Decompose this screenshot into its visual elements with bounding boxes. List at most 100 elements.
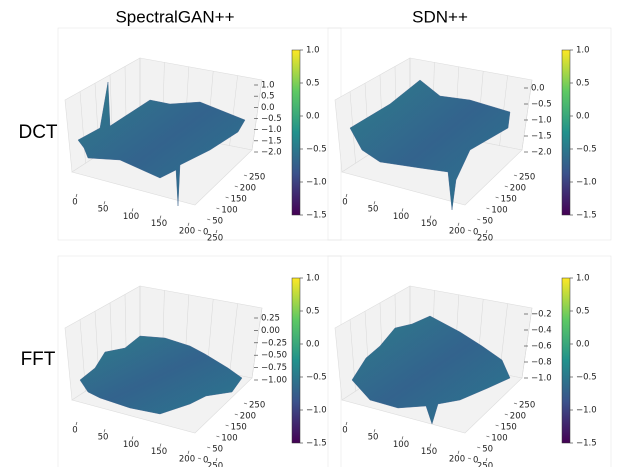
- colorbar-tick-label: 1.0: [576, 274, 590, 284]
- colorbar-tick-label: −0.5: [576, 145, 597, 155]
- y-tick: [513, 402, 518, 405]
- x-tick-label: 50: [98, 205, 109, 215]
- y-tick: [207, 218, 211, 221]
- x-tick: [215, 229, 218, 234]
- x-tick-label: 100: [393, 440, 409, 450]
- x-tick-label: 150: [421, 447, 437, 457]
- x-tick: [75, 193, 78, 198]
- column-title: SDN++: [412, 7, 468, 26]
- y-tick-label: 250: [519, 173, 535, 183]
- y-tick-label: 100: [491, 434, 507, 444]
- colorbar: [291, 49, 301, 216]
- x-tick-label: 50: [368, 205, 379, 215]
- z-tick-label: 0.0: [261, 103, 275, 113]
- x-tick: [485, 229, 488, 234]
- x-tick: [345, 421, 348, 426]
- y-tick-label: 50: [482, 217, 493, 227]
- y-tick-label: 0: [473, 456, 478, 466]
- x-tick: [187, 222, 190, 226]
- x-tick: [429, 443, 432, 447]
- colorbar-tick-label: 0.5: [576, 79, 590, 89]
- colorbar-tick-label: −1.0: [306, 178, 327, 188]
- z-tick-label: −1.5: [531, 132, 552, 142]
- x-tick: [401, 436, 404, 440]
- x-tick-label: 250: [207, 462, 223, 467]
- panel: 0501001502002500501001502002500.250.00−0…: [57, 255, 342, 467]
- z-tick-label: −1.00: [261, 376, 287, 386]
- x-tick-label: 0: [72, 426, 77, 436]
- z-tick-label: −1.5: [261, 136, 282, 146]
- y-tick-label: 50: [212, 217, 223, 227]
- y-tick-label: 200: [240, 184, 256, 194]
- x-tick-label: 200: [179, 454, 195, 464]
- colorbar-tick-label: −0.5: [306, 145, 327, 155]
- y-tick: [495, 196, 499, 199]
- x-tick-label: 0: [342, 426, 347, 436]
- y-tick-label: 150: [501, 423, 517, 433]
- y-tick: [504, 185, 508, 188]
- x-tick-label: 200: [449, 226, 465, 236]
- colorbar-tick-label: −1.5: [576, 439, 597, 449]
- y-tick: [243, 402, 248, 405]
- y-tick: [477, 446, 481, 449]
- y-tick-label: 100: [221, 434, 237, 444]
- y-tick: [486, 207, 490, 210]
- surface: [351, 315, 511, 425]
- x-tick: [75, 421, 78, 426]
- panel-frame: [327, 27, 612, 241]
- x-tick: [159, 215, 162, 219]
- colorbar-tick-label: 0.0: [576, 112, 590, 122]
- x-tick: [457, 222, 460, 226]
- x-tick-label: 150: [151, 447, 167, 457]
- panel: 050100150200250050100150200250−0.2−0.4−0…: [327, 255, 612, 467]
- colorbar-tick-label: 1.0: [306, 274, 320, 284]
- z-tick-label: −1.0: [531, 116, 552, 126]
- y-tick: [243, 174, 248, 177]
- z-tick-label: −0.8: [531, 358, 552, 368]
- x-tick-label: 250: [477, 234, 493, 244]
- wall-grid: [251, 79, 263, 151]
- x-tick-label: 250: [207, 234, 223, 244]
- y-tick-label: 0: [203, 456, 208, 466]
- colorbar: [561, 277, 571, 444]
- colorbar-tick-label: −0.5: [576, 373, 597, 383]
- colorbar-tick-label: 0.5: [306, 307, 320, 317]
- y-tick-label: 100: [491, 206, 507, 216]
- colorbar-tick-label: −1.0: [306, 406, 327, 416]
- z-tick-label: −1.0: [261, 125, 282, 135]
- x-tick: [215, 457, 218, 462]
- x-tick-label: 100: [123, 440, 139, 450]
- panel: 0501001502002500501001502002500.0−0.5−1.…: [327, 27, 612, 244]
- column-title: SpectralGAN++: [115, 7, 234, 26]
- z-tick-label: −2.0: [531, 148, 552, 158]
- x-tick: [373, 429, 376, 433]
- x-tick: [345, 193, 348, 198]
- y-tick-label: 250: [519, 401, 535, 411]
- z-tick-label: 0.0: [531, 84, 545, 94]
- x-tick-label: 100: [123, 212, 139, 222]
- x-tick-label: 200: [449, 454, 465, 464]
- y-tick: [477, 218, 481, 221]
- colorbar-tick-label: −0.5: [306, 373, 327, 383]
- panel: 0501001502002500501001502002501.00.50.0−…: [57, 27, 342, 244]
- x-tick-label: 0: [72, 198, 77, 208]
- panel-frame: [327, 255, 612, 467]
- x-tick: [401, 208, 404, 212]
- y-tick: [513, 174, 518, 177]
- x-tick: [485, 457, 488, 462]
- row-label: FFT: [21, 349, 56, 370]
- x-tick-label: 0: [342, 198, 347, 208]
- wall-grid: [79, 91, 86, 164]
- x-tick-label: 100: [393, 212, 409, 222]
- colorbar-tick-label: −1.5: [306, 439, 327, 449]
- y-tick-label: 250: [249, 173, 265, 183]
- y-tick: [216, 435, 220, 438]
- x-tick-label: 200: [179, 226, 195, 236]
- wall-grid: [229, 303, 238, 374]
- z-tick-label: 0.00: [261, 326, 280, 336]
- x-tick: [103, 201, 106, 205]
- colorbar-tick-label: 0.5: [306, 79, 320, 89]
- surface: [79, 335, 243, 415]
- z-tick-label: −0.25: [261, 338, 287, 348]
- z-tick-label: −2.0: [261, 148, 282, 158]
